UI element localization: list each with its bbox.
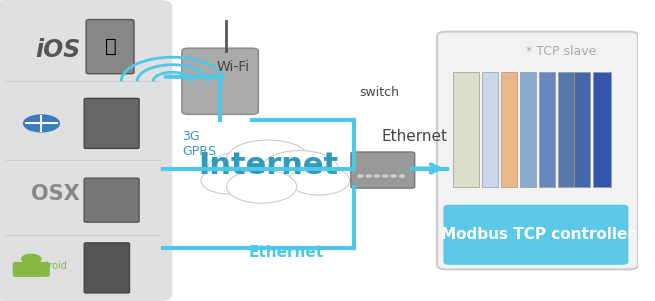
FancyBboxPatch shape (437, 32, 638, 269)
Circle shape (391, 175, 396, 177)
FancyBboxPatch shape (539, 72, 555, 187)
FancyBboxPatch shape (86, 20, 134, 74)
Circle shape (261, 150, 338, 187)
Text: android: android (31, 261, 67, 272)
Text: 3G
GPRS: 3G GPRS (182, 130, 216, 159)
Circle shape (227, 140, 309, 179)
Circle shape (22, 254, 41, 263)
Text: Ethernet: Ethernet (381, 129, 447, 144)
Text: Wi-Fi: Wi-Fi (216, 60, 250, 74)
Circle shape (227, 170, 297, 203)
Text: switch: switch (360, 86, 400, 99)
FancyBboxPatch shape (0, 0, 172, 301)
Circle shape (358, 175, 363, 177)
FancyBboxPatch shape (481, 72, 498, 187)
Text: iOS: iOS (35, 38, 81, 62)
FancyBboxPatch shape (453, 72, 479, 187)
Text: 📱: 📱 (105, 37, 116, 56)
FancyBboxPatch shape (351, 152, 415, 188)
Text: * TCP slave: * TCP slave (526, 45, 597, 58)
FancyBboxPatch shape (443, 205, 628, 265)
FancyBboxPatch shape (84, 178, 139, 222)
FancyBboxPatch shape (520, 72, 536, 187)
Circle shape (375, 175, 380, 177)
Text: Modbus TCP controller: Modbus TCP controller (441, 227, 635, 242)
Circle shape (400, 175, 405, 177)
FancyBboxPatch shape (84, 98, 139, 148)
Circle shape (208, 152, 278, 185)
Text: Internet: Internet (198, 151, 338, 180)
FancyBboxPatch shape (593, 72, 611, 187)
FancyBboxPatch shape (574, 72, 590, 187)
Text: Ethernet: Ethernet (249, 245, 324, 260)
Text: OSX: OSX (31, 184, 79, 204)
FancyBboxPatch shape (84, 243, 130, 293)
Circle shape (366, 175, 371, 177)
FancyBboxPatch shape (558, 72, 574, 187)
Circle shape (24, 115, 60, 132)
Circle shape (201, 167, 258, 194)
FancyBboxPatch shape (182, 48, 258, 114)
FancyBboxPatch shape (501, 72, 517, 187)
Circle shape (288, 166, 350, 195)
Circle shape (383, 175, 388, 177)
FancyBboxPatch shape (12, 262, 50, 277)
